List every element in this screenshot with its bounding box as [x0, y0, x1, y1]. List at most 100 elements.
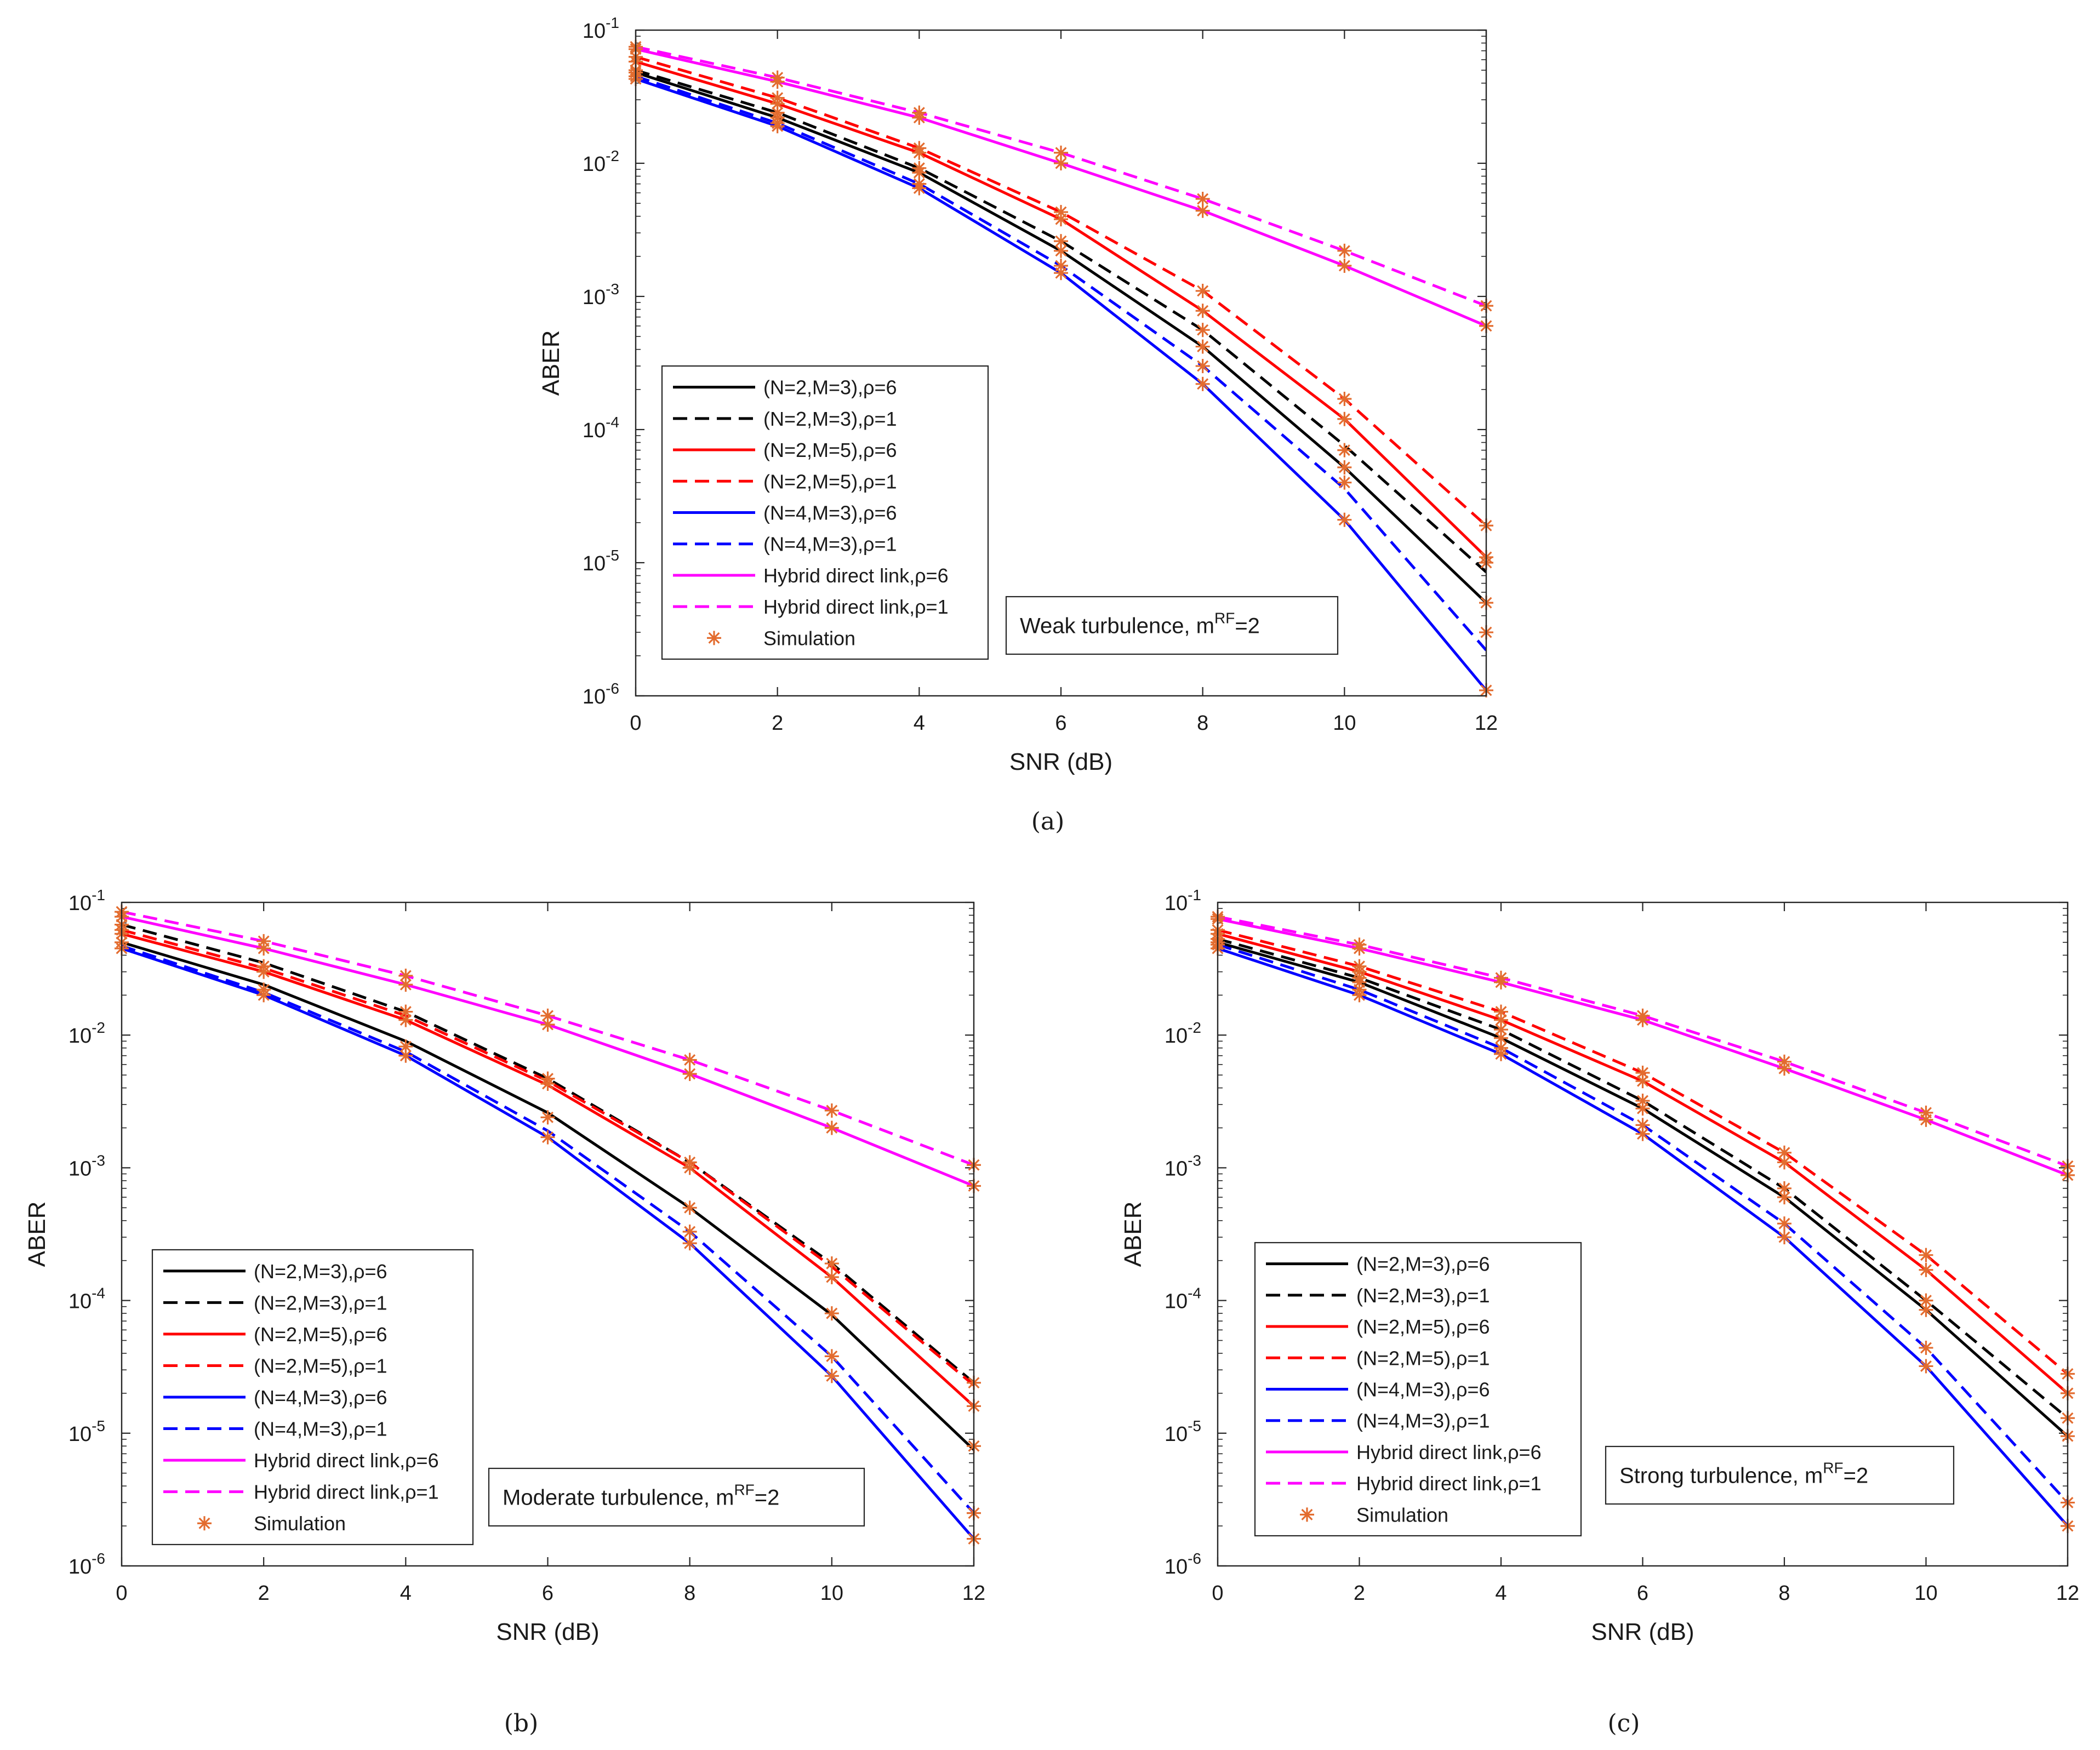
simulation-point	[1635, 1008, 1650, 1023]
y-axis: 10-6 10-5 10-4 10-3 10-2 10-1	[1165, 887, 2068, 1579]
legend-label: (N=4,M=3),ρ=6	[1356, 1379, 1490, 1401]
star-stroke	[913, 107, 925, 119]
legend-label: Hybrid direct link,ρ=6	[254, 1449, 439, 1472]
star-stroke	[1637, 1010, 1648, 1022]
simulation-point	[1919, 1248, 1933, 1262]
x-tick-label: 0	[116, 1582, 127, 1605]
legend-item: (N=4,M=3),ρ=6	[673, 502, 897, 524]
legend-label: Simulation	[1356, 1503, 1448, 1526]
simulation-point	[256, 934, 271, 948]
x-tick-label: 4	[1495, 1582, 1506, 1605]
star-stroke	[1197, 378, 1209, 390]
legend-label: (N=4,M=3),ρ=1	[1356, 1410, 1490, 1432]
star-stroke	[258, 960, 270, 973]
y-axis: 10-6 10-5 10-4 10-3 10-2 10-1	[69, 887, 974, 1579]
simulation-point	[912, 105, 927, 120]
simulation-markers	[115, 905, 981, 1546]
legend-label: (N=2,M=3),ρ=6	[763, 376, 897, 399]
simulation-point	[1054, 205, 1068, 220]
legend-label: (N=2,M=5),ρ=1	[254, 1354, 387, 1377]
annotation-box	[1005, 596, 1339, 655]
star-stroke	[1055, 245, 1067, 257]
simulation-point	[770, 70, 785, 85]
legend-item: (N=2,M=3),ρ=6	[1266, 1253, 1490, 1276]
legend-item: (N=2,M=5),ρ=1	[673, 470, 897, 493]
legend-item: (N=2,M=5),ρ=6	[673, 439, 897, 461]
star-stroke	[258, 935, 270, 947]
axes-box	[121, 901, 975, 1567]
star-stroke	[1637, 1119, 1648, 1131]
star-stroke	[1778, 1231, 1790, 1243]
legend-item: (N=2,M=5),ρ=1	[163, 1354, 387, 1377]
legend-item: Hybrid direct link,ρ=1	[673, 596, 949, 618]
simulation-point	[1195, 283, 1210, 298]
annotation-text: Moderate turbulence, mRF=2	[503, 1482, 779, 1510]
y-axis-label: ABER	[538, 330, 564, 396]
simulation-point	[1777, 1216, 1791, 1231]
simulation-point	[682, 1053, 697, 1067]
star-stroke	[1338, 245, 1350, 257]
y-tick-label: 10-3	[69, 1152, 105, 1180]
simulation-point	[1337, 512, 1352, 527]
x-axis-label: SNR (dB)	[1009, 748, 1112, 775]
star-stroke	[400, 1050, 412, 1062]
star-stroke	[826, 1350, 838, 1362]
y-tick-label: 10-5	[583, 547, 619, 575]
legend-swatch	[197, 1516, 212, 1531]
x-tick-label: 8	[684, 1582, 695, 1605]
legend-item: Simulation	[197, 1512, 346, 1535]
star-stroke	[1778, 1217, 1790, 1229]
x-tick-label: 0	[630, 712, 641, 735]
star-stroke	[826, 1271, 838, 1283]
legend-item: Hybrid direct link,ρ=1	[163, 1481, 439, 1503]
legend-label: Hybrid direct link,ρ=6	[1356, 1441, 1542, 1463]
x-tick-label: 8	[1778, 1582, 1790, 1605]
legend-item: (N=2,M=5),ρ=6	[1266, 1316, 1490, 1338]
simulation-point	[398, 1004, 413, 1019]
star-stroke	[1920, 1304, 1932, 1316]
simulation-point	[540, 1071, 555, 1086]
axes-box	[635, 29, 1487, 697]
y-tick-label: 10-3	[1165, 1152, 1201, 1180]
star-stroke	[1197, 341, 1209, 353]
star-stroke	[1778, 1191, 1790, 1203]
x-tick-label: 0	[1212, 1582, 1223, 1605]
simulation-point	[824, 1349, 839, 1364]
star-stroke	[684, 1202, 696, 1214]
legend-label: (N=2,M=5),ρ=1	[1356, 1347, 1490, 1369]
x-tick-label: 12	[1475, 712, 1498, 735]
legend-item: (N=2,M=3),ρ=6	[673, 376, 897, 399]
legend-item: Hybrid direct link,ρ=6	[1266, 1441, 1542, 1463]
star-stroke	[542, 1073, 553, 1085]
caption-c: (c)	[1608, 1709, 1640, 1737]
star-stroke	[400, 1040, 412, 1053]
simulation-point	[256, 959, 271, 974]
star-stroke	[1495, 1014, 1507, 1026]
legend-label: (N=2,M=3),ρ=6	[1356, 1253, 1490, 1276]
star-stroke	[913, 162, 925, 174]
star-stroke	[542, 1111, 553, 1123]
star-stroke	[1197, 193, 1209, 205]
simulation-point	[1635, 1094, 1650, 1108]
simulation-point	[540, 1130, 555, 1145]
annotation-box	[1605, 1445, 1955, 1505]
legend-label: Simulation	[254, 1512, 346, 1535]
x-axis: 0 2 4 6 8 10 12	[1212, 902, 2079, 1605]
annotation: Weak turbulence, mRF=2	[1005, 596, 1339, 655]
simulation-point	[1919, 1359, 1933, 1374]
simulation-point	[1337, 443, 1352, 457]
legend-item: Hybrid direct link,ρ=1	[1266, 1472, 1542, 1495]
star-stroke	[1495, 1032, 1507, 1044]
legend-label: (N=2,M=5),ρ=6	[254, 1323, 387, 1346]
y-tick-label: 10-4	[583, 414, 619, 442]
star-stroke	[400, 979, 412, 991]
annotation-box	[488, 1467, 865, 1527]
y-tick-label: 10-4	[1165, 1285, 1201, 1313]
simulation-point	[1919, 1105, 1933, 1120]
star-stroke	[1920, 1264, 1932, 1276]
star-stroke	[1637, 1075, 1648, 1087]
star-stroke	[1495, 1006, 1507, 1018]
legend-swatch	[1300, 1507, 1314, 1522]
simulation-point	[1777, 1145, 1791, 1160]
y-axis-label: ABER	[1120, 1202, 1146, 1267]
